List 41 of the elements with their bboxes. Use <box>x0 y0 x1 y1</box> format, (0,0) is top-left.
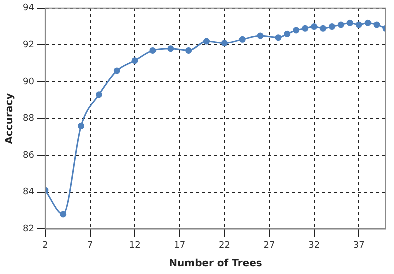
point <box>275 34 282 42</box>
x-tick-label: 2 <box>42 240 48 251</box>
point <box>114 68 120 74</box>
point <box>311 24 318 30</box>
point <box>364 20 372 26</box>
point <box>302 25 309 32</box>
point <box>204 38 210 45</box>
y-tick-label: 84 <box>23 188 35 198</box>
y-tick-label: 94 <box>23 4 35 14</box>
point <box>96 92 102 98</box>
point <box>221 40 228 47</box>
x-tick-label: 27 <box>264 240 276 251</box>
y-tick-label: 92 <box>23 40 34 51</box>
point <box>328 24 336 30</box>
point <box>374 22 380 28</box>
y-tick-label: 86 <box>23 150 35 161</box>
y-tick-label: 88 <box>23 114 35 124</box>
y-tick-label: 82 <box>23 224 34 235</box>
point <box>150 47 156 54</box>
x-tick-label: 37 <box>353 240 365 251</box>
point <box>186 47 192 54</box>
point <box>257 32 264 40</box>
x-tick-label: 7 <box>87 240 94 251</box>
x-tick-label: 22 <box>218 240 230 251</box>
y-axis-title: Accuracy <box>4 92 16 144</box>
point <box>239 36 246 43</box>
point <box>320 25 327 32</box>
point <box>60 211 67 218</box>
point <box>284 30 291 38</box>
y-tick-label: 90 <box>23 77 35 88</box>
x-tick-label: 17 <box>174 240 186 251</box>
x-axis-title: Number of Trees <box>169 258 262 270</box>
point <box>338 22 344 28</box>
point <box>132 58 138 64</box>
x-tick-label: 32 <box>308 240 320 251</box>
point <box>78 122 85 130</box>
point <box>168 46 174 52</box>
point <box>293 27 300 34</box>
x-tick-label: 12 <box>129 240 141 251</box>
point <box>356 22 362 28</box>
point <box>346 20 354 26</box>
